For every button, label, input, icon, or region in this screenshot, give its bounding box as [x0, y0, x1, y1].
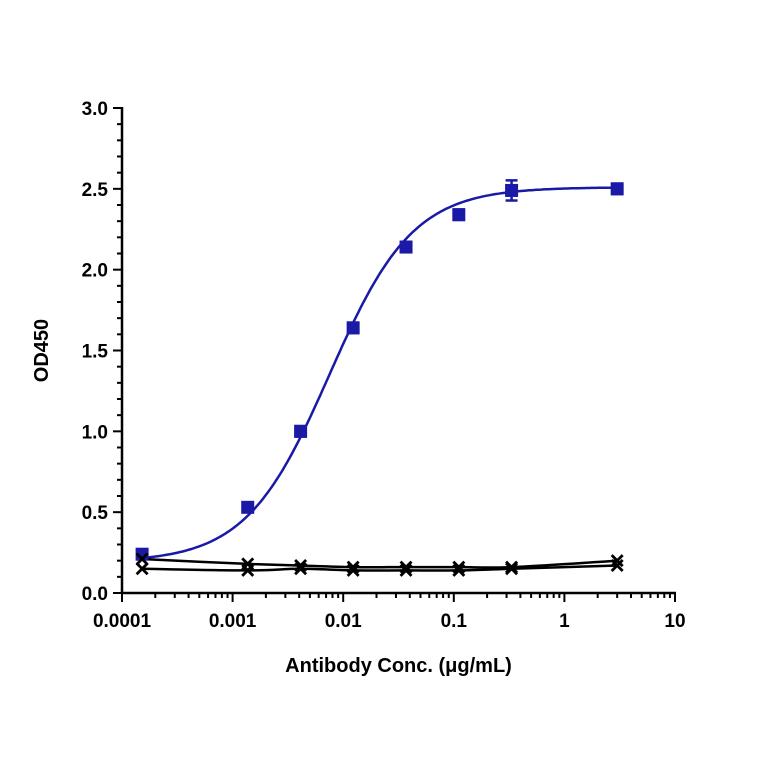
series-2-point — [452, 560, 466, 574]
y-tick-label: 2.0 — [82, 261, 108, 282]
series-1-point — [346, 321, 360, 335]
series-1-point — [294, 424, 308, 438]
series-2-point — [135, 552, 149, 566]
x-tick-label: 0.01 — [325, 611, 362, 632]
series-3-point — [399, 563, 413, 577]
series-2-point — [610, 554, 624, 568]
series-1-point — [610, 182, 624, 196]
series-2-point — [294, 559, 308, 573]
series-3-point — [452, 563, 466, 577]
y-tick-label: 0.0 — [82, 584, 108, 605]
x-tick-label: 0.0001 — [93, 611, 152, 632]
series-3-point — [241, 563, 255, 577]
x-tick-label: 0.001 — [209, 611, 257, 632]
series-1-point — [399, 240, 413, 254]
series-2-point — [346, 560, 360, 574]
y-tick-label: 3.0 — [82, 99, 108, 120]
y-tick-label: 1.0 — [82, 422, 108, 443]
data-marks — [135, 179, 624, 577]
x-tick-label: 0.1 — [441, 611, 468, 632]
series-2-curve — [142, 557, 618, 569]
y-tick-label: 0.5 — [82, 503, 109, 524]
y-axis-label: OD450 — [31, 319, 53, 382]
x-axis-label: Antibody Conc. (μg/mL) — [285, 655, 512, 677]
series-2-point — [399, 560, 413, 574]
series-3-point — [135, 562, 149, 576]
series-3-point — [505, 562, 519, 576]
x-tick-label: 1 — [559, 611, 570, 632]
series-1-curve — [141, 186, 618, 560]
series-1-point — [505, 183, 519, 197]
x-tick-label: 10 — [664, 611, 685, 632]
axes: 0.0 0.5 1.0 1.5 2.0 2.5 3.0 0.0001 0.001 0.01 0.1 1… — [82, 99, 686, 632]
fit-curves — [141, 186, 618, 572]
series-3-point — [610, 559, 624, 573]
y-tick-label: 2.5 — [82, 180, 109, 201]
series-1-point — [241, 500, 255, 514]
series-3-point — [346, 563, 360, 577]
series-1-point — [452, 208, 466, 222]
series-3-point — [294, 562, 308, 576]
y-tick-label: 1.5 — [82, 342, 109, 363]
